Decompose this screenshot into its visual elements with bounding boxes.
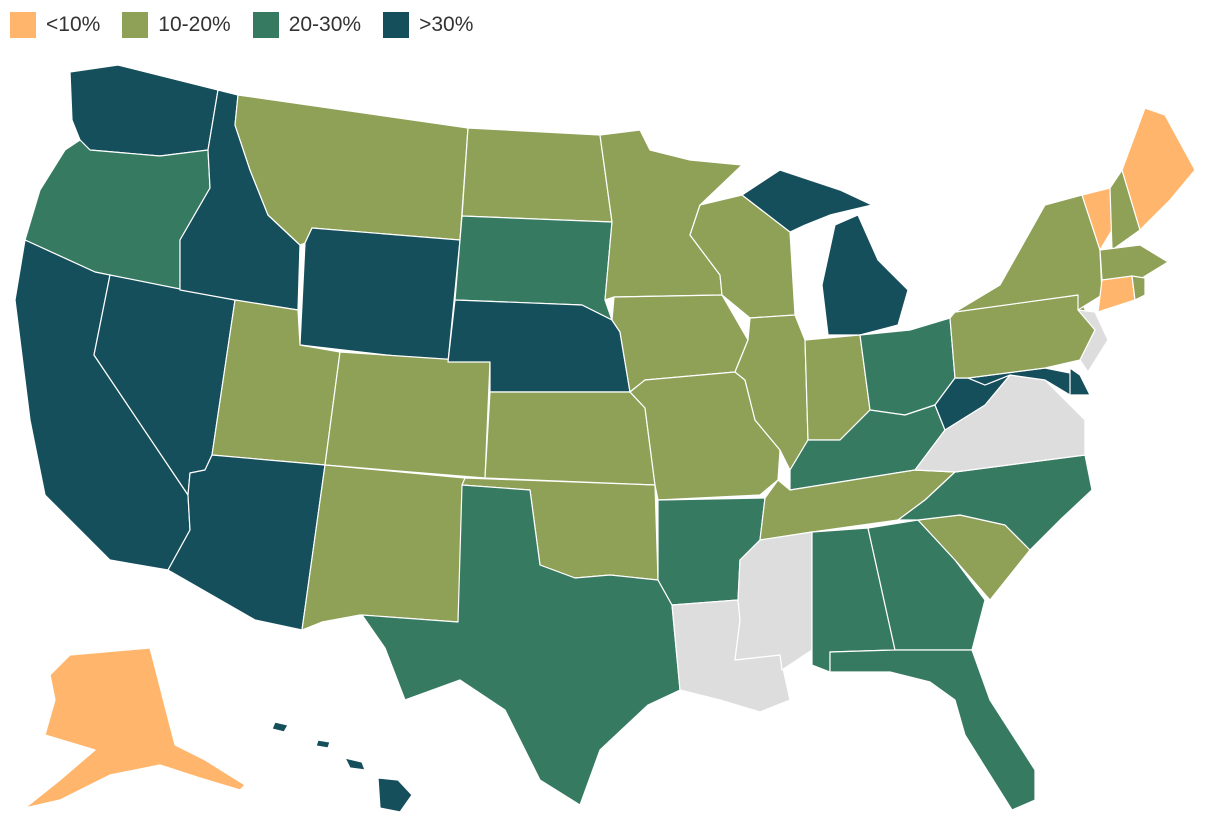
state-CT[interactable] — [1097, 275, 1136, 313]
legend-label: <10% — [46, 13, 101, 36]
state-KS[interactable] — [484, 391, 656, 486]
legend-label: 10-20% — [158, 13, 231, 36]
state-AK[interactable] — [24, 647, 246, 809]
state-CO[interactable] — [324, 351, 491, 479]
legend-label: 20-30% — [288, 13, 362, 36]
state-MS[interactable] — [734, 531, 813, 671]
state-AZ[interactable] — [167, 454, 326, 631]
state-NM[interactable] — [301, 464, 466, 631]
state-DE[interactable] — [1069, 367, 1091, 396]
state-ND[interactable] — [461, 127, 613, 223]
legend-swatch — [10, 12, 36, 38]
state-WA[interactable] — [69, 64, 219, 157]
state-NJ[interactable] — [1077, 309, 1109, 373]
legend-swatch — [383, 12, 410, 38]
legend-item-lt10: <10% — [10, 12, 100, 38]
legend-item-gt30: >30% — [383, 12, 473, 38]
legend-item-10-20: 10-20% — [122, 12, 231, 38]
state-WY[interactable] — [299, 227, 461, 363]
state-MA[interactable] — [1099, 244, 1169, 281]
state-TX[interactable] — [361, 484, 681, 806]
map-legend: <10% 10-20% 20-30% >30% — [10, 12, 473, 38]
legend-item-20-30: 20-30% — [252, 12, 362, 38]
state-NY[interactable] — [954, 194, 1103, 313]
state-HI[interactable] — [271, 721, 413, 813]
legend-swatch — [252, 12, 279, 38]
state-IL[interactable] — [734, 314, 809, 471]
state-ME[interactable] — [1121, 107, 1196, 231]
state-FL[interactable] — [829, 649, 1036, 811]
state-RI[interactable] — [1131, 275, 1146, 301]
state-NC[interactable] — [897, 454, 1093, 551]
legend-label: >30% — [419, 13, 474, 36]
state-MI[interactable] — [741, 169, 909, 336]
legend-swatch — [122, 12, 149, 38]
